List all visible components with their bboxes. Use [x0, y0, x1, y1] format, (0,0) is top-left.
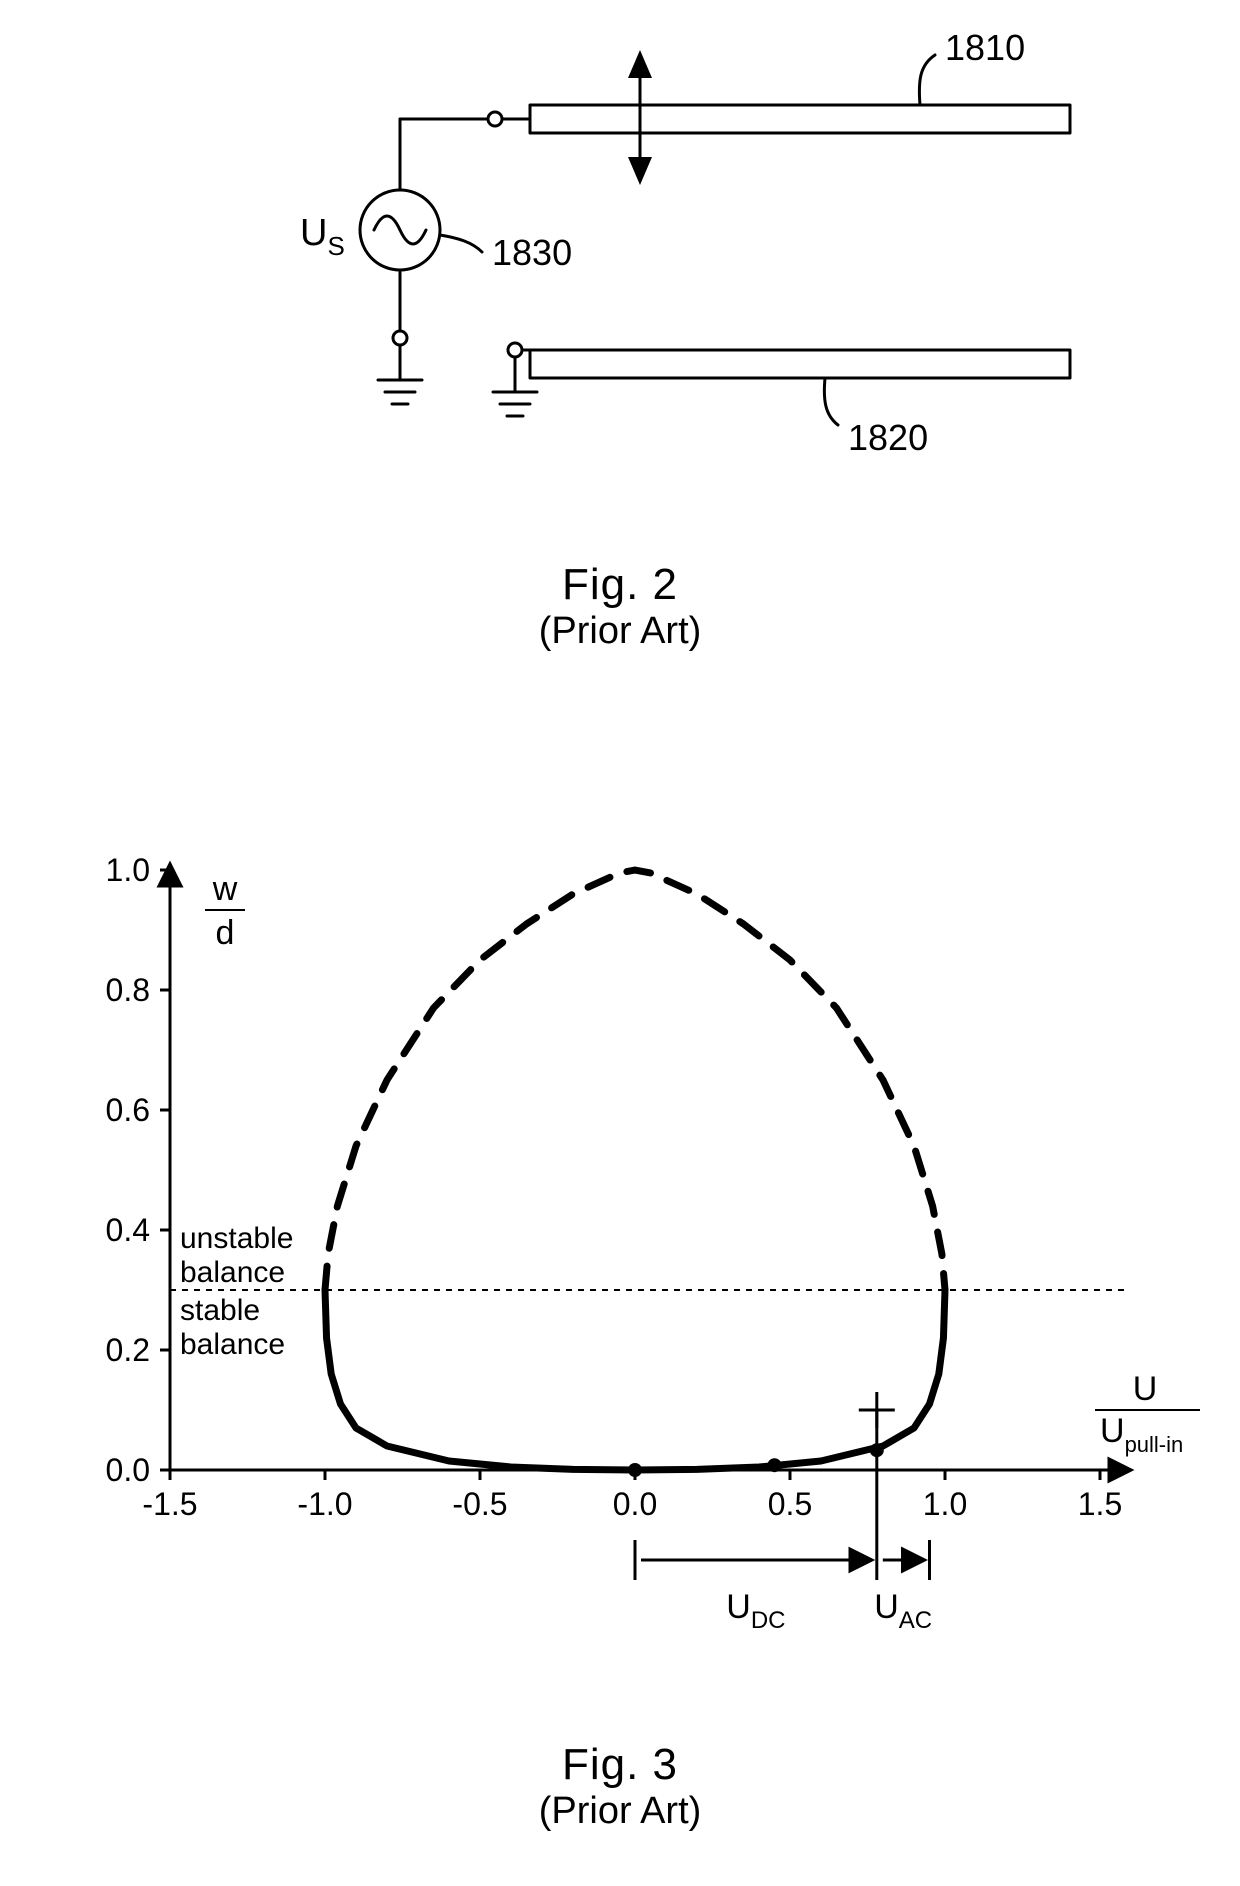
balance-label-1: balance: [180, 1256, 285, 1289]
x-tick: -1.0: [297, 1486, 352, 1522]
y-tick: 0.0: [106, 1452, 150, 1488]
x-tick: 0.5: [768, 1486, 812, 1522]
x-tick: 1.5: [1078, 1486, 1122, 1522]
x-label-num: U: [1133, 1370, 1158, 1408]
y-label-den: d: [216, 914, 235, 952]
uac-label: UAC: [874, 1588, 932, 1634]
figure-2: 1810 1820 1830 US Fig. 2 (Prior Art): [0, 20, 1240, 653]
y-tick: 0.6: [106, 1092, 150, 1128]
ref-1830: 1830: [492, 232, 572, 273]
stable-curve: [325, 1290, 945, 1470]
fig2-caption: Fig. 2: [0, 560, 1240, 610]
ref-1820: 1820: [848, 417, 928, 458]
data-point: [628, 1463, 642, 1477]
fig2-subcaption: (Prior Art): [0, 610, 1240, 653]
data-point: [768, 1458, 782, 1472]
x-tick: -0.5: [452, 1486, 507, 1522]
stable-label: stable: [180, 1294, 260, 1327]
y-tick: 0.2: [106, 1332, 150, 1368]
y-label-num: w: [212, 870, 238, 908]
source-label: US: [300, 212, 345, 261]
unstable-curve: [325, 870, 945, 1290]
x-tick: 1.0: [923, 1486, 967, 1522]
x-tick: 0.0: [613, 1486, 657, 1522]
x-label-den: Upull-in: [1100, 1412, 1183, 1457]
y-tick: 1.0: [106, 852, 150, 888]
x-tick: -1.5: [142, 1486, 197, 1522]
fig3-svg: 0.0 0.2 0.4 0.6 0.8 1.0 -1.5 -1.0 -0.5 0.0 0.5 1.0 1…: [0, 830, 1240, 1730]
udc-label: UDC: [726, 1588, 785, 1634]
page: 1810 1820 1830 US Fig. 2 (Prior Art) 0.0…: [0, 0, 1240, 1886]
fig3-caption: Fig. 3: [0, 1740, 1240, 1790]
ref-1810: 1810: [945, 27, 1025, 68]
y-tick: 0.8: [106, 972, 150, 1008]
balance-label-2: balance: [180, 1328, 285, 1361]
unstable-label: unstable: [180, 1222, 293, 1255]
y-tick: 0.4: [106, 1212, 150, 1248]
fig2-svg: 1810 1820 1830 US: [0, 20, 1240, 540]
fig3-subcaption: (Prior Art): [0, 1790, 1240, 1833]
figure-3: 0.0 0.2 0.4 0.6 0.8 1.0 -1.5 -1.0 -0.5 0.0 0.5 1.0 1…: [0, 830, 1240, 1833]
